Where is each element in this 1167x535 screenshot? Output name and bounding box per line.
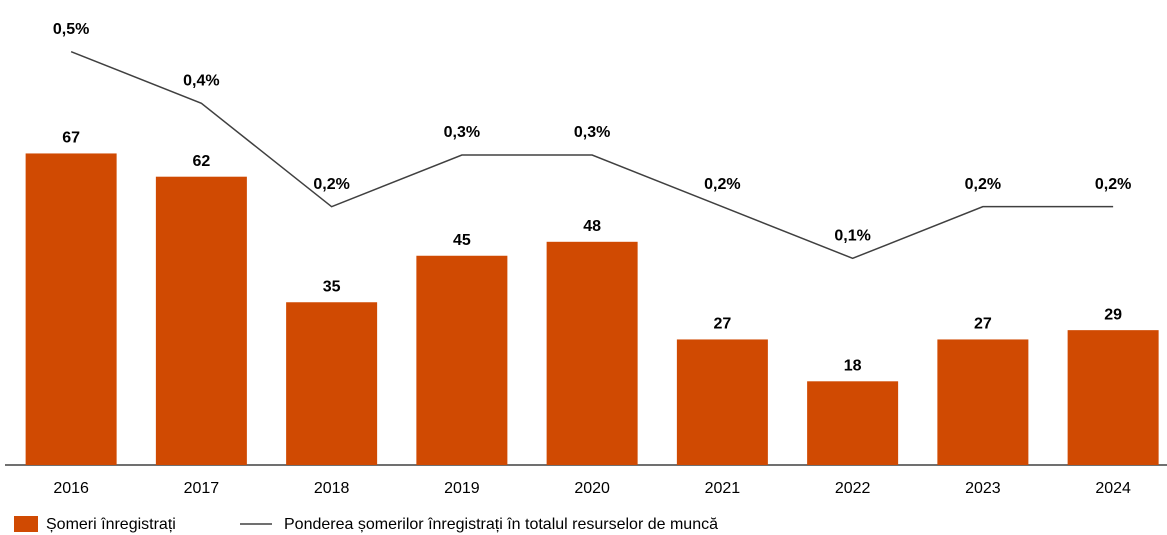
bar-label: 27 (974, 316, 992, 333)
bar (25, 153, 117, 465)
bar-label: 67 (62, 130, 80, 147)
x-tick-label: 2016 (53, 480, 89, 497)
x-tick-label: 2022 (835, 480, 871, 497)
legend-label: Șomeri înregistrați (46, 516, 176, 533)
legend-swatch-bar (14, 516, 38, 532)
bar-label: 48 (583, 218, 601, 235)
x-tick-label: 2024 (1095, 480, 1131, 497)
bar (155, 176, 247, 465)
x-tick-label: 2019 (444, 480, 480, 497)
line-label: 0,2% (965, 176, 1001, 193)
line-label: 0,4% (183, 73, 219, 90)
x-tick-label: 2021 (705, 480, 741, 497)
bar (416, 255, 508, 465)
bar (937, 339, 1029, 465)
line-label: 0,3% (574, 124, 610, 141)
bar-label: 29 (1104, 306, 1122, 323)
x-tick-label: 2023 (965, 480, 1001, 497)
bar (676, 339, 768, 465)
line-label: 0,2% (313, 176, 349, 193)
line-label: 0,2% (704, 176, 740, 193)
legend-label: Ponderea șomerilor înregistrați în total… (284, 516, 718, 533)
x-tick-label: 2020 (574, 480, 610, 497)
bar (546, 241, 638, 465)
bar-label: 62 (192, 153, 210, 170)
bar-label: 35 (323, 278, 341, 295)
bar (286, 302, 378, 465)
bar-label: 18 (844, 358, 862, 375)
bar (1067, 330, 1159, 465)
line-label: 0,5% (53, 21, 89, 38)
line-label: 0,2% (1095, 176, 1131, 193)
bar-label: 27 (713, 316, 731, 333)
x-tick-label: 2017 (184, 480, 220, 497)
line-label: 0,1% (834, 228, 870, 245)
line-label: 0,3% (444, 124, 480, 141)
line (70, 50, 1114, 260)
bar-label: 45 (453, 232, 471, 249)
x-tick-label: 2018 (314, 480, 350, 497)
bar (807, 381, 899, 465)
